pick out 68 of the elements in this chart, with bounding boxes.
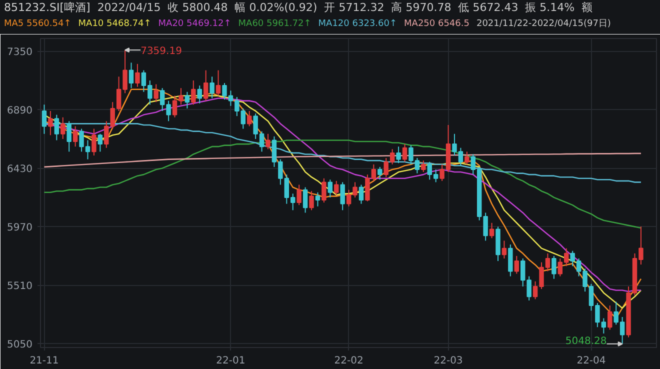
candlestick xyxy=(552,255,556,280)
chart-title: 851232.SI[啤酒] xyxy=(4,1,90,14)
x-tick-label: 22-04 xyxy=(576,356,606,366)
candlestick xyxy=(66,120,72,152)
text: 收 5800.48 xyxy=(168,1,228,14)
text: MA250 6546.5 xyxy=(404,19,470,29)
x-tick-label: 22-02 xyxy=(334,356,364,366)
text: MA60 5961.72↑ xyxy=(238,19,312,29)
candlestick xyxy=(608,305,612,330)
candlestick xyxy=(191,80,196,106)
y-tick-label: 7350 xyxy=(7,47,33,58)
candlestick xyxy=(203,70,208,102)
candlestick xyxy=(135,63,140,88)
candlestick xyxy=(54,114,60,141)
text: 高 5970.78 xyxy=(391,1,452,14)
text: 2021/11/22-2022/04/15(97日) xyxy=(476,19,611,29)
candlestick xyxy=(315,192,320,207)
annotation: 5048.28 xyxy=(565,336,607,347)
x-tick-label: 22-03 xyxy=(434,356,463,366)
candlestick xyxy=(489,222,494,239)
candlestick xyxy=(378,166,382,180)
candlestick xyxy=(98,133,103,152)
candlestick xyxy=(216,70,221,96)
candlestick xyxy=(210,76,214,99)
candlestick xyxy=(92,128,96,156)
text: MA120 6323.60↑ xyxy=(318,19,398,29)
text: 开 5712.32 xyxy=(324,1,384,14)
candlestick xyxy=(197,85,202,104)
candlestick xyxy=(508,244,513,277)
text: MA20 5469.12↑ xyxy=(158,19,232,29)
y-tick-label: 6430 xyxy=(7,164,33,176)
candlestick xyxy=(402,144,408,162)
candlestick xyxy=(421,160,426,173)
text: 振 5.14% xyxy=(525,1,575,14)
text: 幅 0.02%(0.92) xyxy=(234,1,318,14)
candlestick xyxy=(464,151,470,165)
candlestick xyxy=(60,116,66,140)
candlestick xyxy=(246,110,252,127)
text: 额 xyxy=(582,1,593,14)
candlestick xyxy=(322,178,326,204)
candlestick xyxy=(334,180,339,196)
text: 2022/04/15 xyxy=(97,1,161,14)
candlestick xyxy=(184,91,190,109)
y-tick-label: 5050 xyxy=(7,340,33,351)
x-tick-label: 22-01 xyxy=(216,356,246,366)
candlestick xyxy=(154,84,158,103)
y-tick-label: 6890 xyxy=(7,106,33,117)
candlestick xyxy=(72,126,78,148)
candlestick xyxy=(42,104,47,134)
y-tick-label: 5510 xyxy=(7,281,33,292)
text: MA10 5468.74↑ xyxy=(78,19,152,29)
text: MA5 5560.54↑ xyxy=(4,19,72,29)
candlestick xyxy=(48,110,53,136)
candlestick xyxy=(266,133,270,150)
candlestick xyxy=(296,184,302,206)
annotation: 7359.19 xyxy=(140,46,182,58)
candlestick xyxy=(358,184,364,204)
candlestick xyxy=(128,62,134,89)
x-tick-label: 21-11 xyxy=(30,356,59,366)
candlestick xyxy=(302,186,308,214)
candlestick xyxy=(328,179,333,198)
candlestick xyxy=(340,182,345,211)
candlestick xyxy=(309,190,314,211)
candlestick xyxy=(396,146,401,164)
y-tick-label: 5970 xyxy=(7,222,33,234)
candlestick xyxy=(502,240,507,259)
text: 低 5672.43 xyxy=(458,1,518,14)
candlestick xyxy=(514,255,520,274)
